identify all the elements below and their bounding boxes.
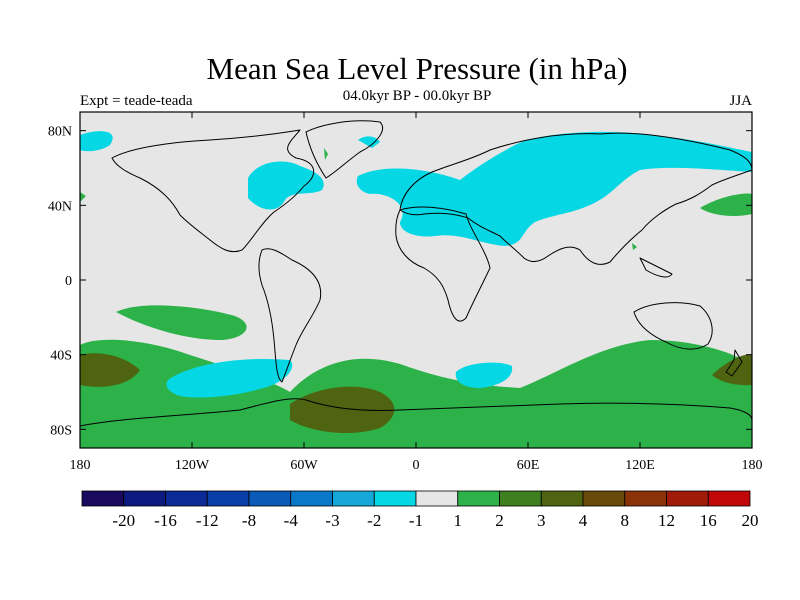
colorbar-swatch — [123, 490, 166, 507]
colorbar-swatch — [666, 490, 709, 507]
africa-outline — [395, 206, 491, 322]
colorbar-label: 1 — [454, 511, 463, 530]
indonesia-outline — [639, 257, 673, 278]
colorbar-swatch — [206, 490, 250, 507]
season-label: JJA — [729, 93, 752, 109]
colorbar-label: -3 — [325, 511, 339, 530]
east-atlantic-green-patch — [80, 192, 86, 202]
map-title: Mean Sea Level Pressure (in hPa) — [206, 51, 628, 86]
antarctica-outline — [80, 398, 752, 427]
colorbar-swatch — [81, 490, 125, 507]
eurasia-outline — [399, 132, 752, 265]
colorbar-swatch — [373, 490, 417, 507]
positive-anomaly-fills — [80, 148, 752, 448]
x-tick-label: 120E — [625, 458, 655, 473]
south-pacific-green-patch — [116, 305, 247, 340]
philippine-green-dot — [632, 243, 637, 250]
north-pacific-green-patch — [700, 193, 752, 216]
north-america-outline — [111, 129, 314, 253]
y-tick-label: 0 — [65, 274, 72, 289]
colorbar-label: -2 — [367, 511, 381, 530]
colorbar-label: -20 — [112, 511, 135, 530]
colorbar: -20 -16 -12 -8 -4 -3 -2 -1 1 2 3 4 8 12 16 20 — [81, 490, 759, 530]
colorbar-label: 4 — [579, 511, 588, 530]
x-axis: 180 120W 60W 0 60E 120E 180 — [70, 112, 763, 473]
weddell-olive-patch — [290, 386, 395, 434]
colorbar-swatch — [457, 490, 500, 507]
coastlines — [80, 120, 752, 427]
x-tick-label: 60W — [290, 458, 318, 473]
y-tick-label: 80S — [50, 423, 72, 438]
colorbar-swatch — [290, 490, 333, 507]
greenland-outline — [305, 120, 383, 179]
map-subtitle: 04.0kyr BP - 00.0kyr BP — [342, 88, 492, 104]
negative-anomaly-fills — [80, 131, 752, 398]
colorbar-label: -8 — [242, 511, 256, 530]
greenland-cyan-patch — [358, 136, 380, 148]
colorbar-label: -1 — [409, 511, 423, 530]
greenland-green-dot — [324, 148, 328, 160]
colorbar-swatch — [707, 490, 751, 507]
colorbar-label: -16 — [154, 511, 177, 530]
colorbar-label: 20 — [742, 511, 759, 530]
colorbar-label: 3 — [537, 511, 546, 530]
eurasia-cyan-patch — [356, 131, 752, 246]
colorbar-label: -4 — [284, 511, 299, 530]
map-plot-area — [80, 112, 752, 448]
colorbar-swatch — [499, 490, 542, 507]
colorbar-label: -12 — [196, 511, 219, 530]
y-axis: 80N 40N 0 40S 80S — [48, 125, 752, 438]
colorbar-swatch — [624, 490, 667, 507]
colorbar-label: 16 — [700, 511, 717, 530]
colorbar-swatch — [332, 490, 375, 507]
y-tick-label: 40N — [48, 199, 72, 214]
south-pacific-cyan-patch — [166, 358, 293, 398]
colorbar-swatch — [540, 490, 584, 507]
southern-ocean-green-band — [80, 339, 752, 448]
colorbar-swatch — [582, 490, 626, 507]
arctic-cyan-patch — [80, 131, 113, 152]
australia-outline — [633, 302, 713, 350]
colorbar-label: 2 — [495, 511, 504, 530]
y-tick-label: 80N — [48, 125, 72, 140]
colorbar-swatch — [248, 490, 292, 507]
x-tick-label: 120W — [175, 458, 210, 473]
south-indian-cyan-patch — [455, 362, 513, 388]
south-america-outline — [258, 248, 322, 383]
new-zealand-outline — [725, 349, 743, 377]
x-tick-label: 0 — [413, 458, 420, 473]
x-tick-label: 180 — [742, 458, 763, 473]
colorbar-label: 12 — [658, 511, 675, 530]
experiment-label: Expt = teade-teada — [80, 93, 193, 109]
colorbar-swatch — [415, 490, 459, 507]
colorbar-swatch — [165, 490, 208, 507]
west-pacific-olive-patch — [80, 353, 140, 387]
x-tick-label: 180 — [70, 458, 91, 473]
x-tick-label: 60E — [517, 458, 540, 473]
north-america-cyan-patch — [248, 161, 324, 210]
colorbar-label: 8 — [621, 511, 630, 530]
y-tick-label: 40S — [50, 349, 72, 364]
